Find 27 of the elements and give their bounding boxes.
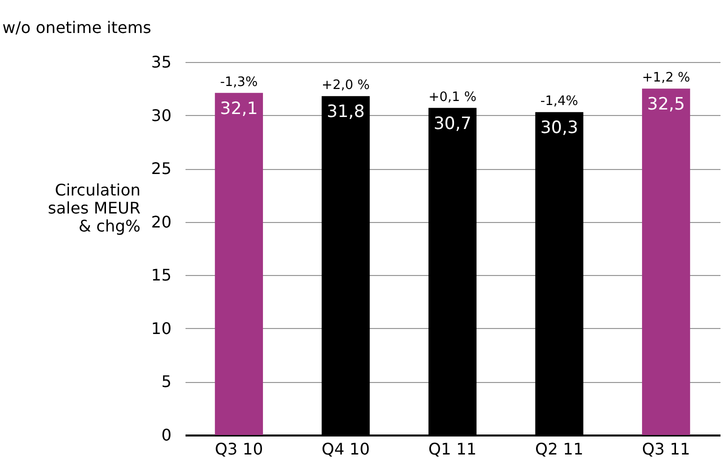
y-tick-label: 35 (151, 52, 172, 72)
y-tick-label: 25 (151, 159, 172, 178)
y-tick-label: 5 (161, 372, 172, 392)
data-label: 30,7 (434, 114, 472, 134)
y-axis-title: Circulation sales MEUR & chg% (48, 180, 140, 236)
data-label: 32,1 (220, 98, 258, 119)
x-tick-label: Q1 11 (428, 440, 477, 458)
annotation: +0,1 % (428, 90, 477, 105)
annotation: +1,2 % (642, 70, 690, 86)
annotation: -1,4% (540, 94, 578, 110)
y-tick-label: 30 (151, 106, 172, 125)
x-tick-label: Q3 10 (214, 440, 264, 458)
data-label: 31,8 (326, 102, 365, 122)
annotation: -1,3% (220, 74, 258, 90)
x-tick-label: Q2 11 (535, 440, 584, 458)
x-tick-label: Q4 10 (322, 440, 370, 458)
chart-title: w/o onetime items (2, 18, 152, 37)
annotation: +2,0 % (322, 78, 370, 94)
data-label: 32,5 (647, 94, 686, 115)
bar (214, 92, 263, 435)
y-tick-label: 15 (151, 266, 172, 285)
bar (642, 88, 690, 435)
y-tick-label: 10 (151, 318, 172, 338)
data-label: 30,3 (540, 118, 578, 138)
y-tick-label: 0 (161, 426, 172, 444)
x-tick-label: Q3 11 (642, 440, 690, 458)
y-tick-label: 20 (151, 212, 172, 232)
